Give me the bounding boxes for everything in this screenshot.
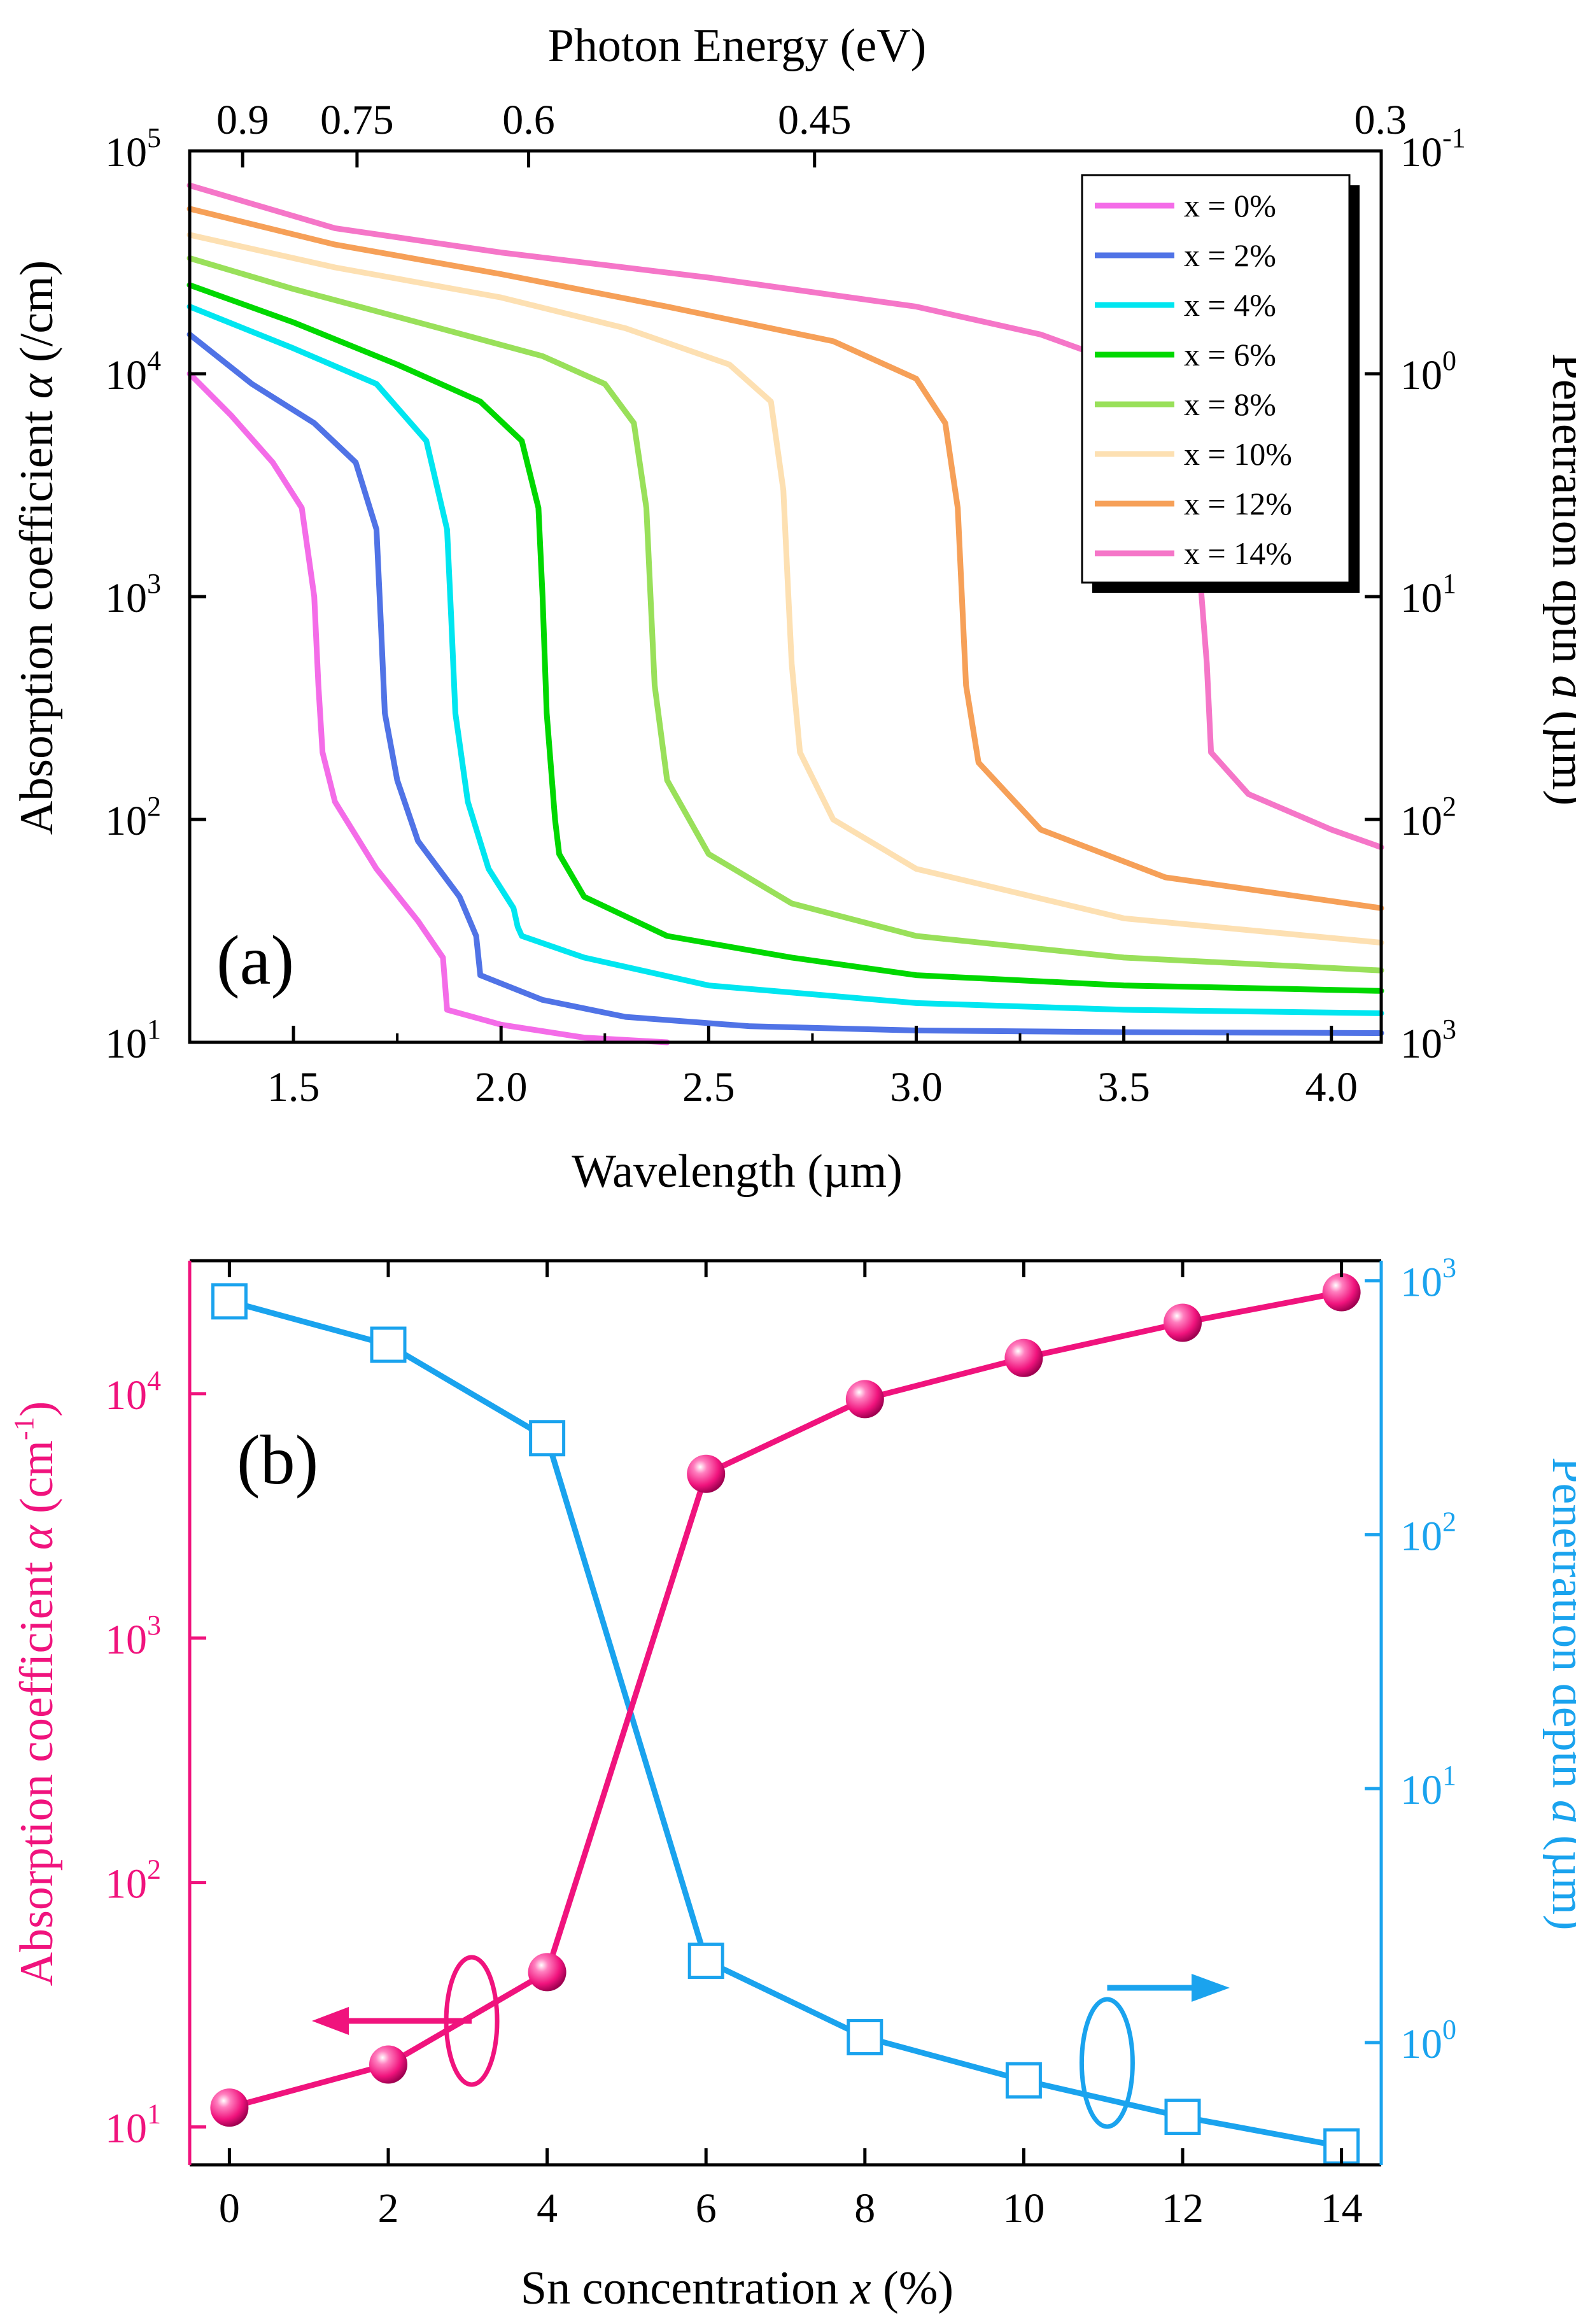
y2-tick-label: 10-1	[1400, 122, 1466, 176]
x-tick-label: 3.0	[890, 1064, 943, 1110]
depth-axis-ellipse	[1079, 1997, 1135, 2129]
y2-tick-label: 101	[1400, 1760, 1456, 1813]
absorption-marker	[369, 2045, 407, 2084]
panel-b-y-axis-title: Absorption coefficient α (cm-1)	[8, 1401, 63, 1987]
x2-tick-label: 0.75	[320, 97, 394, 143]
absorption-marker	[1322, 1273, 1361, 1312]
panel-b-label: (b)	[237, 1421, 318, 1499]
panel-b-plot-background	[190, 1261, 1381, 2165]
x-tick-label: 2.0	[475, 1064, 528, 1110]
y-tick-label: 102	[105, 1854, 161, 1908]
depth-marker	[687, 1942, 724, 1979]
y-tick-label: 102	[105, 791, 161, 844]
right-arrow-icon	[1192, 1974, 1230, 2002]
absorption-marker	[210, 2088, 249, 2127]
x-tick-label: 2.5	[682, 1064, 735, 1110]
x-tick-label: 1.5	[267, 1064, 320, 1110]
y2-tick-label: 101	[1400, 568, 1456, 621]
legend-entry-label: x = 10%	[1184, 436, 1292, 472]
panel-a-y2-axis-title: Penetration dpth d (µm)	[1542, 353, 1576, 806]
y2-tick-label: 100	[1400, 2014, 1456, 2067]
panel-a-x-axis-title: Wavelength (µm)	[572, 1145, 903, 1198]
legend-entry-label: x = 12%	[1184, 486, 1292, 521]
panel-a-label: (a)	[216, 921, 294, 999]
legend-entry-label: x = 14%	[1184, 535, 1292, 571]
y-tick-label: 101	[105, 2099, 161, 2152]
x-tick-label: 3.5	[1097, 1064, 1150, 1110]
x-tick-label: 4.0	[1305, 1064, 1358, 1110]
x-tick-label: 2	[378, 2185, 399, 2232]
panel-b-y2-axis-title: Penetration depth d (µm)	[1542, 1457, 1576, 1930]
absorption-marker	[1004, 1338, 1043, 1377]
panel-a-series-layer	[186, 182, 1384, 1045]
panel-a: Photon Energy (eV) 1.5 2.0 2.5 3.0 3.5 4.0 0.9…	[11, 20, 1576, 1198]
legend-entry-label: x = 0%	[1184, 188, 1276, 223]
x-tick-label: 4	[537, 2185, 558, 2232]
series-line-x3	[186, 282, 1384, 994]
series-line-x6	[186, 206, 1384, 911]
series-line-penetration-depth	[229, 1298, 1342, 2150]
x-tick-label: 14	[1321, 2185, 1363, 2232]
y-tick-label: 105	[105, 122, 161, 176]
depth-marker	[1005, 2062, 1042, 2099]
legend-entry-label: x = 6%	[1184, 337, 1276, 372]
series-line-x0	[186, 371, 670, 1045]
y2-tick-label: 102	[1400, 1506, 1456, 1559]
panel-a-top-axis-title: Photon Energy (eV)	[548, 20, 927, 72]
depth-marker	[1164, 2099, 1201, 2136]
legend-box	[1081, 174, 1351, 584]
legend-entry-label: x = 4%	[1184, 287, 1276, 323]
y2-tick-label: 102	[1400, 791, 1456, 844]
depth-marker	[847, 2019, 883, 2056]
y-tick-label: 101	[105, 1014, 161, 1067]
y-tick-label: 103	[105, 568, 161, 621]
x-tick-label: 10	[1003, 2185, 1045, 2232]
y-tick-label: 104	[105, 1365, 161, 1419]
x-tick-label: 12	[1162, 2185, 1204, 2232]
x-tick-label: 8	[854, 2185, 875, 2232]
x2-tick-label: 0.3	[1354, 97, 1407, 143]
y-tick-label: 104	[105, 345, 161, 399]
series-line-x1	[186, 331, 1384, 1036]
absorption-marker	[687, 1454, 726, 1493]
y2-tick-label: 100	[1400, 345, 1456, 399]
absorption-marker	[1164, 1303, 1202, 1342]
depth-marker	[529, 1420, 566, 1457]
x2-tick-label: 0.6	[502, 97, 555, 143]
x-tick-label: 0	[219, 2185, 240, 2232]
panel-b-plot-area	[190, 1261, 1381, 2165]
panel-b-series-layer	[210, 1273, 1361, 2165]
y2-tick-label: 103	[1400, 1014, 1456, 1067]
series-line-x5	[186, 232, 1384, 946]
panel-a-axes: 1.5 2.0 2.5 3.0 3.5 4.0 0.9 0.75 0.6 0.45 0.3 101 10…	[105, 97, 1466, 1110]
legend-entry-label: x = 8%	[1184, 386, 1276, 422]
series-line-absorption	[229, 1289, 1342, 2111]
depth-marker	[370, 1326, 407, 1363]
panel-b-x-axis-title: Sn concentration x (%)	[521, 2262, 953, 2314]
panel-b-axes: 0 2 4 6 8 10 12 14 101 102 103 104 100 101 102 103	[105, 1252, 1456, 2232]
legend-entry-label: x = 2%	[1184, 237, 1276, 273]
y2-tick-label: 103	[1400, 1252, 1456, 1306]
panel-a-y-axis-title: Absorption coefficient α (/cm)	[11, 260, 63, 835]
series-line-x4	[186, 255, 1384, 974]
panel-b-annotations	[312, 1955, 1230, 2129]
absorption-marker	[845, 1380, 884, 1419]
left-arrow-icon	[312, 2007, 349, 2035]
x2-tick-label: 0.9	[216, 97, 269, 143]
y-tick-label: 103	[105, 1610, 161, 1663]
panel-a-legend: x = 0% x = 2% x = 4% x = 6% x = 8% x = 10% x =…	[1081, 174, 1360, 593]
depth-marker	[211, 1283, 248, 1320]
x-tick-label: 6	[696, 2185, 717, 2232]
series-line-x2	[186, 304, 1384, 1016]
absorption-marker	[528, 1953, 566, 1992]
x2-tick-label: 0.45	[778, 97, 852, 143]
